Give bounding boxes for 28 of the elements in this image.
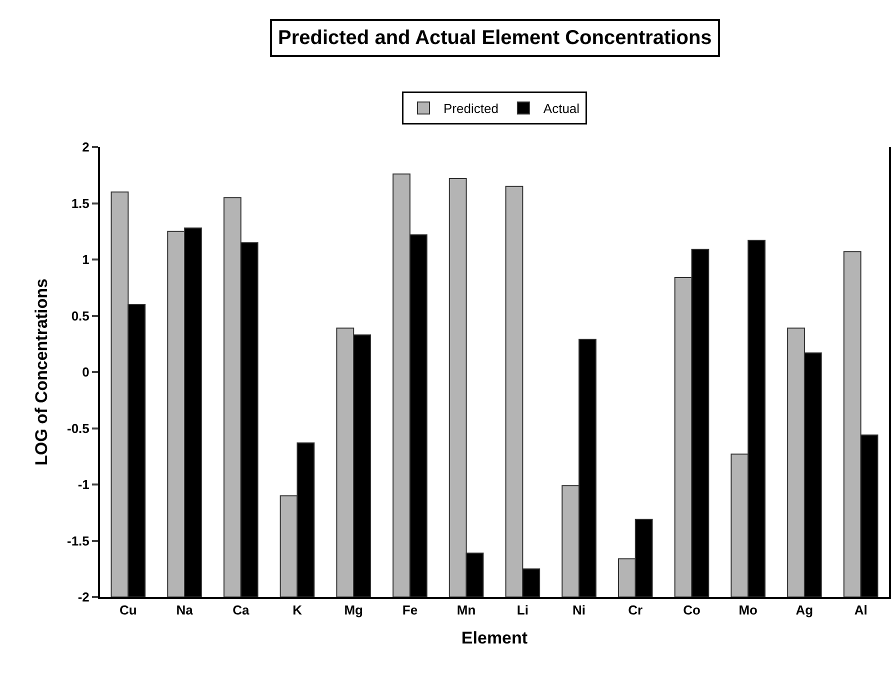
x-tick-label: Ag bbox=[796, 602, 814, 618]
x-tick-label: Ni bbox=[572, 602, 586, 618]
x-tick-label: Cu bbox=[120, 602, 137, 618]
x-tick-label: Mg bbox=[344, 602, 364, 618]
y-tick-label: -0.5 bbox=[66, 420, 90, 436]
y-tick-label: 2 bbox=[82, 140, 90, 155]
y-tick-label: 0.5 bbox=[71, 308, 90, 324]
x-tick-label: Na bbox=[176, 602, 194, 618]
y-axis-title: LOG of Concentrations bbox=[32, 278, 52, 466]
x-tick-label: Mn bbox=[456, 602, 476, 618]
x-tick-label: Li bbox=[516, 602, 528, 618]
y-tick-label: -1 bbox=[78, 477, 90, 492]
legend-label: Predicted bbox=[444, 101, 498, 116]
x-axis-title: Element bbox=[461, 628, 528, 648]
y-tick-label: -1.5 bbox=[66, 533, 90, 548]
legend-label: Actual bbox=[543, 101, 580, 116]
x-tick-label: Ca bbox=[232, 602, 250, 618]
y-tick-label: -2 bbox=[78, 590, 90, 605]
x-tick-label: Cr bbox=[628, 602, 643, 618]
x-tick-label: Al bbox=[854, 602, 868, 618]
x-tick-label: Fe bbox=[402, 602, 418, 618]
y-tick-label: 0 bbox=[82, 364, 90, 380]
chart-title: Predicted and Actual Element Concentrations bbox=[278, 27, 712, 49]
y-tick-label: 1 bbox=[82, 252, 90, 268]
x-tick-label: K bbox=[292, 602, 303, 618]
x-tick-label: Mo bbox=[738, 602, 758, 618]
y-tick-label: 1.5 bbox=[71, 196, 90, 211]
x-tick-label: Co bbox=[683, 602, 700, 618]
